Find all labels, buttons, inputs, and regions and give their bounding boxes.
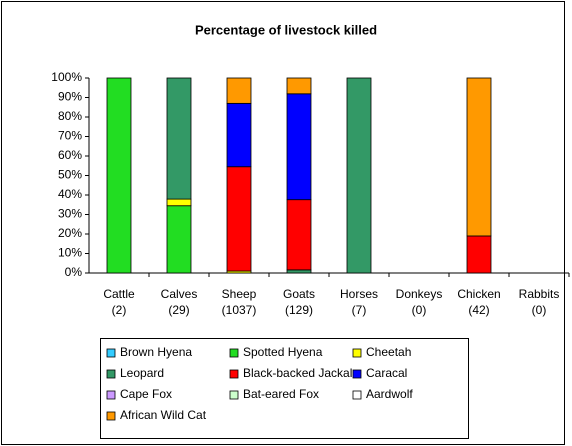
legend-label: Leopard [120,366,164,380]
legend-swatch [229,369,239,379]
x-tick-label: Calves (29) [161,287,198,317]
y-tick-label: 40% [58,187,82,201]
legend-label: Brown Hyena [120,345,192,359]
bar-segment [286,269,312,274]
legend-swatch [352,390,362,400]
bar-segment [286,199,312,271]
legend-swatch [106,411,116,421]
legend-label: Spotted Hyena [243,345,323,359]
y-tick-label: 60% [58,148,82,162]
bar-segment [466,77,492,237]
x-tick-label: Goats (129) [283,287,315,317]
y-tick-label: 70% [58,129,82,143]
legend-box [100,338,469,439]
legend-label: Cape Fox [120,387,172,401]
legend-swatch [106,348,116,358]
y-tick-label: 50% [58,168,82,182]
legend-swatch [229,348,239,358]
bar-segment [106,77,132,274]
legend-swatch [352,369,362,379]
bar-segment [286,93,312,201]
legend-label: Cheetah [366,345,411,359]
x-tick-label: Donkeys (0) [396,287,443,317]
y-tick-label: 0% [65,265,83,279]
y-tick-label: 100% [51,70,82,84]
legend-swatch [352,348,362,358]
legend-label: Aardwolf [366,387,413,401]
bar-segment [166,77,192,200]
x-tick-label: Rabbits (0) [519,287,560,317]
bar-segment [226,77,252,104]
bar-segment [226,102,252,168]
bar-segment [346,77,372,274]
bar-segment [286,77,312,95]
legend-label: African Wild Cat [120,408,207,422]
legend-swatch [106,390,116,400]
x-tick-label: Horses (7) [340,287,378,317]
chart-title: Percentage of livestock killed [195,22,377,37]
y-tick-label: 20% [58,226,82,240]
x-tick-label: Sheep (1037) [222,287,257,317]
bar-segment [166,198,192,207]
x-tick-label: Chicken (42) [457,287,500,317]
y-tick-label: 30% [58,207,82,221]
legend-label: Caracal [366,366,407,380]
legend-label: Bat-eared Fox [243,387,319,401]
bar-segment [466,235,492,274]
y-tick-label: 80% [58,109,82,123]
x-tick-label: Cattle (2) [103,287,135,317]
legend-swatch [229,390,239,400]
bar-segment [226,166,252,272]
legend-label: Black-backed Jackal [243,366,352,380]
legend-swatch [106,369,116,379]
y-tick-label: 10% [58,246,82,260]
bar-segment [166,205,192,274]
y-tick-label: 90% [58,90,82,104]
